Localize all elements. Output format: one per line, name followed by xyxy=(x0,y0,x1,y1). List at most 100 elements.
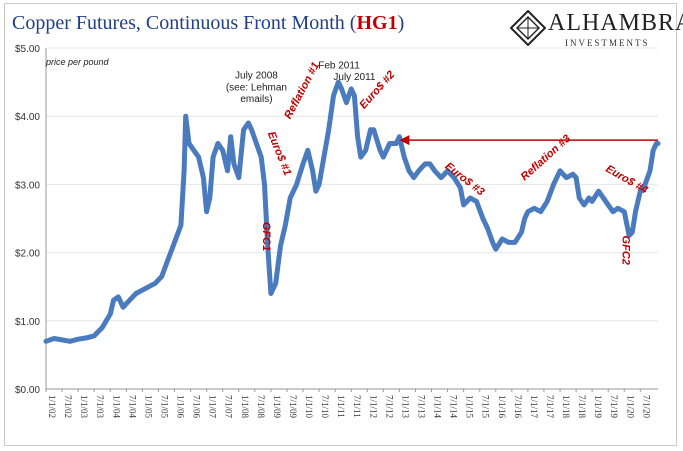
chart-frame xyxy=(4,3,677,446)
price-data-point xyxy=(520,231,523,233)
logo-subtitle: INVESTMENTS xyxy=(565,38,650,48)
price-data-point xyxy=(482,217,484,220)
price-data-point xyxy=(160,275,163,278)
price-data-point xyxy=(323,156,325,158)
price-data-point xyxy=(148,285,150,288)
price-data-point xyxy=(77,338,79,341)
price-data-point xyxy=(617,207,619,210)
price-data-point xyxy=(597,190,600,193)
x-tick-label: 1/1/13 xyxy=(400,395,410,419)
price-data-point xyxy=(424,163,426,165)
price-data-point xyxy=(109,313,112,315)
price-data-point xyxy=(475,200,478,203)
y-tick-label: $1.00 xyxy=(15,317,40,328)
x-tick-label: 7/1/15 xyxy=(481,395,491,419)
price-data-point xyxy=(229,135,232,138)
price-data-point xyxy=(527,210,529,213)
price-data-point xyxy=(565,176,568,179)
chart-annotation: Euro$ #4 xyxy=(603,163,649,197)
price-data-point xyxy=(369,129,372,131)
price-data-point xyxy=(247,122,250,124)
price-data-point xyxy=(398,135,401,138)
price-data-point xyxy=(192,149,195,152)
y-tick-label: $4.00 xyxy=(15,112,40,123)
price-data-point xyxy=(356,135,359,138)
price-data-point xyxy=(302,163,304,165)
price-data-point xyxy=(533,207,536,210)
price-data-point xyxy=(274,282,277,285)
price-data-point xyxy=(188,142,190,145)
price-data-point xyxy=(623,210,626,213)
price-data-point xyxy=(360,156,362,158)
y-tick-label: $2.00 xyxy=(15,249,40,260)
price-data-point xyxy=(255,142,258,145)
price-data-point xyxy=(413,176,415,179)
x-tick-label: 7/1/03 xyxy=(95,395,105,419)
price-data-point xyxy=(552,183,555,186)
price-data-point xyxy=(350,88,352,90)
price-data-point xyxy=(327,129,330,131)
chart-annotation: Feb 2011 xyxy=(318,60,360,71)
x-tick-label: 1/1/15 xyxy=(465,395,475,419)
x-tick-label: 7/1/10 xyxy=(320,395,330,419)
chart-annotation: price per pound xyxy=(45,57,110,67)
price-data-point xyxy=(417,169,420,172)
x-tick-label: 7/1/17 xyxy=(545,395,555,419)
price-data-point xyxy=(315,190,317,193)
price-data-point xyxy=(237,176,240,179)
price-data-point xyxy=(307,149,309,152)
price-data-point xyxy=(260,156,263,158)
price-data-point xyxy=(250,129,253,131)
chart-annotation: July 2008 xyxy=(235,71,278,82)
price-data-point xyxy=(217,142,219,145)
price-data-point xyxy=(634,210,637,213)
x-tick-label: 1/1/02 xyxy=(47,395,57,418)
chart-annotation: Euro$ #1 xyxy=(265,130,294,178)
price-data-point xyxy=(523,217,526,220)
price-data-point xyxy=(372,129,375,131)
x-tick-label: 1/1/10 xyxy=(304,395,314,419)
price-data-point xyxy=(122,306,124,308)
price-data-point xyxy=(212,156,214,158)
price-data-point xyxy=(539,210,542,213)
price-data-point xyxy=(546,200,548,203)
x-tick-label: 7/1/18 xyxy=(577,395,587,419)
price-data-point xyxy=(226,169,229,172)
price-data-point xyxy=(491,241,494,244)
price-data-point xyxy=(233,163,235,165)
x-tick-label: 7/1/06 xyxy=(192,395,202,419)
x-tick-label: 1/1/17 xyxy=(529,395,539,419)
price-data-point xyxy=(167,258,169,261)
price-data-point xyxy=(607,204,610,206)
price-data-point xyxy=(507,241,510,244)
chart-annotation: Reflation #1 xyxy=(282,60,322,121)
chart-annotation: (see: Lehman xyxy=(226,82,287,93)
price-data-point xyxy=(289,197,291,199)
price-data-point xyxy=(45,340,47,343)
price-data-point xyxy=(345,101,348,104)
price-data-point xyxy=(202,176,205,179)
chart-annotation: GFC1 xyxy=(260,222,272,251)
price-data-point xyxy=(61,339,63,341)
price-data-point xyxy=(459,187,462,189)
chart-annotation: Euro$ #3 xyxy=(443,160,487,198)
chart-annotation: July 2011 xyxy=(333,72,376,83)
price-series-line xyxy=(43,79,661,344)
x-tick-label: 1/1/09 xyxy=(272,395,282,419)
x-tick-label: 7/1/07 xyxy=(224,395,234,419)
reference-arrow-head xyxy=(399,135,410,146)
price-data-point xyxy=(446,169,449,172)
price-data-point xyxy=(469,197,471,199)
price-data-point xyxy=(462,204,465,206)
chart-annotation: emails) xyxy=(240,94,272,105)
x-tick-label: 1/1/06 xyxy=(176,395,186,419)
price-data-point xyxy=(382,156,385,158)
x-tick-label: 1/1/03 xyxy=(79,395,89,419)
price-data-point xyxy=(453,176,455,179)
x-tick-label: 1/1/11 xyxy=(336,395,346,418)
price-data-point xyxy=(575,176,577,179)
price-data-point xyxy=(318,183,320,186)
x-tick-label: 7/1/09 xyxy=(288,395,298,419)
x-tick-label: 7/1/05 xyxy=(159,395,169,419)
price-data-point xyxy=(101,326,104,329)
